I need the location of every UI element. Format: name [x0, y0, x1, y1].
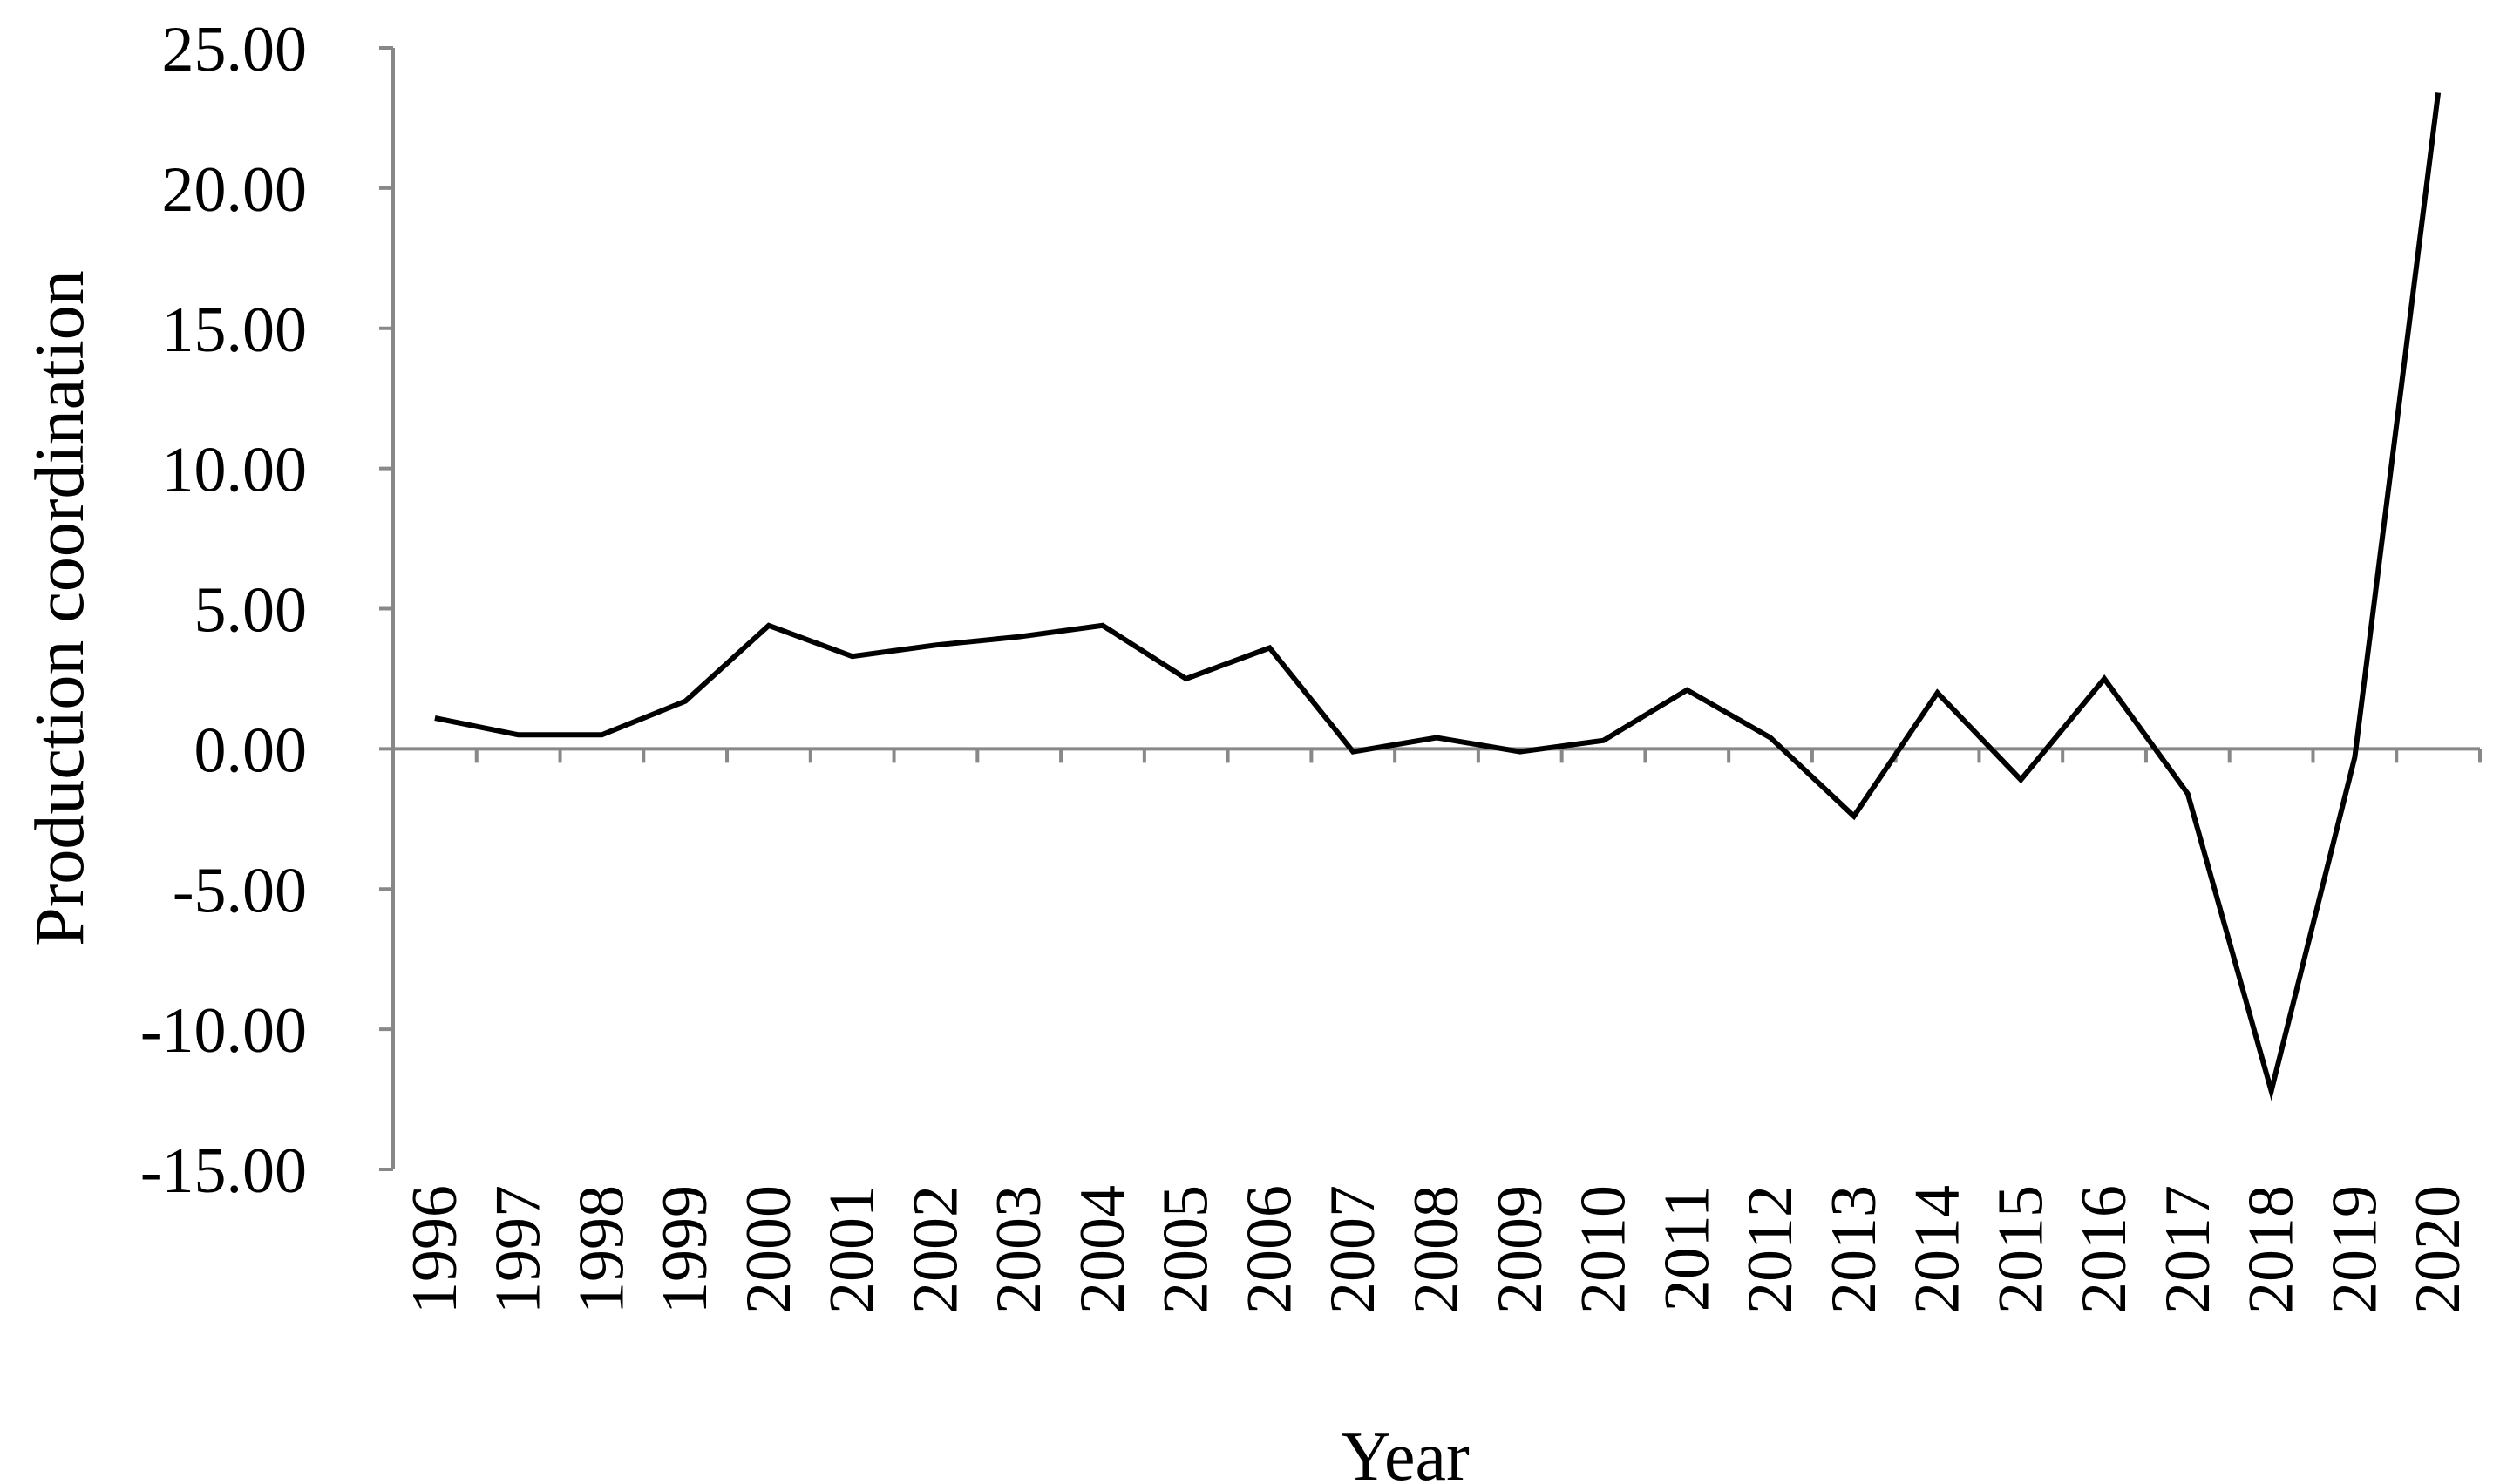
- x-tick-label: 1997: [483, 1185, 554, 1314]
- x-tick-label: 2020: [2402, 1185, 2474, 1314]
- x-tick-label: 2013: [1818, 1185, 1890, 1314]
- y-ticks: [379, 48, 393, 1169]
- x-tick-labels: 1996 1997 1998 1999 2000 2001 2002 2003 2004 2005…: [399, 1185, 2474, 1314]
- x-tick-label: 2005: [1151, 1185, 1222, 1314]
- x-tick-label: 2014: [1902, 1185, 1974, 1314]
- y-tick-label: 25.00: [162, 14, 308, 85]
- x-tick-label: 2002: [900, 1185, 971, 1314]
- y-axis: 25.00 20.00 15.00 10.00 5.00 0.00 -5.00 -10.00 -…: [140, 14, 393, 1207]
- x-axis: 1996 1997 1998 1999 2000 2001 2002 2003 2004 2005…: [393, 749, 2480, 1314]
- y-tick-label: -10.00: [140, 995, 307, 1067]
- x-tick-label: 2001: [817, 1185, 888, 1314]
- x-tick-label: 2010: [1568, 1185, 1640, 1314]
- y-tick-label: 15.00: [162, 295, 308, 366]
- x-tick-label: 2019: [2319, 1185, 2390, 1314]
- x-tick-label: 2008: [1401, 1185, 1472, 1314]
- y-tick-label: -5.00: [173, 855, 307, 926]
- y-tick-labels: 25.00 20.00 15.00 10.00 5.00 0.00 -5.00 -10.00 -…: [140, 14, 307, 1207]
- x-tick-label: 2004: [1067, 1185, 1138, 1314]
- y-tick-label: -15.00: [140, 1135, 307, 1207]
- x-ticks: [477, 749, 2480, 762]
- x-tick-label: 2000: [733, 1185, 805, 1314]
- x-tick-label: 2015: [1985, 1185, 2056, 1314]
- x-tick-label: 1998: [566, 1185, 637, 1314]
- y-tick-label: 10.00: [162, 435, 308, 506]
- x-tick-label: 1996: [399, 1185, 471, 1314]
- x-axis-title: Year: [1341, 1419, 1469, 1484]
- x-tick-label: 2007: [1317, 1185, 1389, 1314]
- x-tick-label: 2009: [1484, 1185, 1556, 1314]
- x-tick-label: 2017: [2152, 1185, 2224, 1314]
- x-tick-label: 2018: [2236, 1185, 2307, 1314]
- x-tick-label: 1999: [649, 1185, 721, 1314]
- y-tick-label: 20.00: [162, 154, 308, 226]
- y-axis-title: Production coordination: [22, 270, 99, 945]
- x-tick-label: 2003: [983, 1185, 1055, 1314]
- y-tick-label: 5.00: [194, 575, 308, 647]
- x-tick-label: 2016: [2069, 1185, 2140, 1314]
- y-tick-label: 0.00: [194, 715, 308, 786]
- series-group: [435, 93, 2438, 1091]
- x-tick-label: 2012: [1735, 1185, 1806, 1314]
- x-tick-label: 2011: [1651, 1185, 1722, 1311]
- x-tick-label: 2006: [1233, 1185, 1305, 1314]
- series-line: [435, 93, 2438, 1091]
